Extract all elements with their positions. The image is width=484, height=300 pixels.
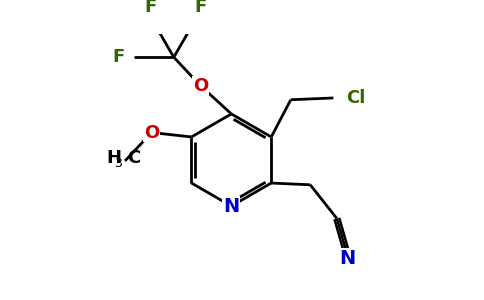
- Text: 3: 3: [114, 157, 121, 170]
- Text: N: N: [223, 196, 240, 216]
- Text: F: F: [113, 48, 125, 66]
- Text: Cl: Cl: [346, 89, 365, 107]
- Text: O: O: [144, 124, 159, 142]
- Text: F: F: [145, 0, 157, 16]
- Text: N: N: [339, 249, 356, 268]
- Text: C: C: [127, 149, 140, 167]
- Text: O: O: [193, 76, 208, 94]
- Text: H: H: [106, 149, 121, 167]
- Text: F: F: [194, 0, 207, 16]
